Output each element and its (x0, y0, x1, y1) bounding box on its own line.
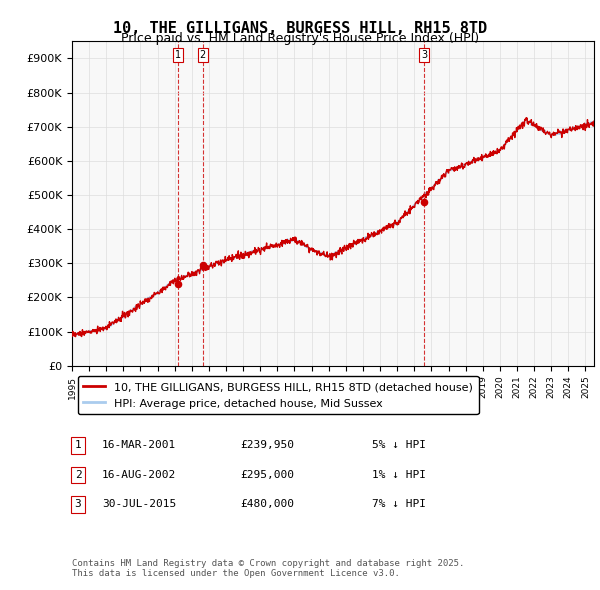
Text: 3: 3 (421, 50, 427, 60)
Text: 5% ↓ HPI: 5% ↓ HPI (372, 441, 426, 450)
Text: 10, THE GILLIGANS, BURGESS HILL, RH15 8TD: 10, THE GILLIGANS, BURGESS HILL, RH15 8T… (113, 21, 487, 35)
Text: 16-MAR-2001: 16-MAR-2001 (102, 441, 176, 450)
Text: 2: 2 (199, 50, 206, 60)
Text: 16-AUG-2002: 16-AUG-2002 (102, 470, 176, 480)
Text: 1: 1 (175, 50, 181, 60)
Text: £239,950: £239,950 (240, 441, 294, 450)
Point (173, 279, 183, 289)
Text: Contains HM Land Registry data © Crown copyright and database right 2025.
This d: Contains HM Land Registry data © Crown c… (72, 559, 464, 578)
Text: 30-JUL-2015: 30-JUL-2015 (102, 500, 176, 509)
Point (419, 197, 429, 206)
Text: 1: 1 (74, 441, 82, 450)
Text: 3: 3 (74, 500, 82, 509)
Text: Price paid vs. HM Land Registry's House Price Index (HPI): Price paid vs. HM Land Registry's House … (121, 32, 479, 45)
Text: 7% ↓ HPI: 7% ↓ HPI (372, 500, 426, 509)
Legend: 10, THE GILLIGANS, BURGESS HILL, RH15 8TD (detached house), HPI: Average price, : 10, THE GILLIGANS, BURGESS HILL, RH15 8T… (77, 376, 479, 414)
Point (198, 260, 208, 270)
Text: £480,000: £480,000 (240, 500, 294, 509)
Text: 1% ↓ HPI: 1% ↓ HPI (372, 470, 426, 480)
Text: 2: 2 (74, 470, 82, 480)
Text: £295,000: £295,000 (240, 470, 294, 480)
